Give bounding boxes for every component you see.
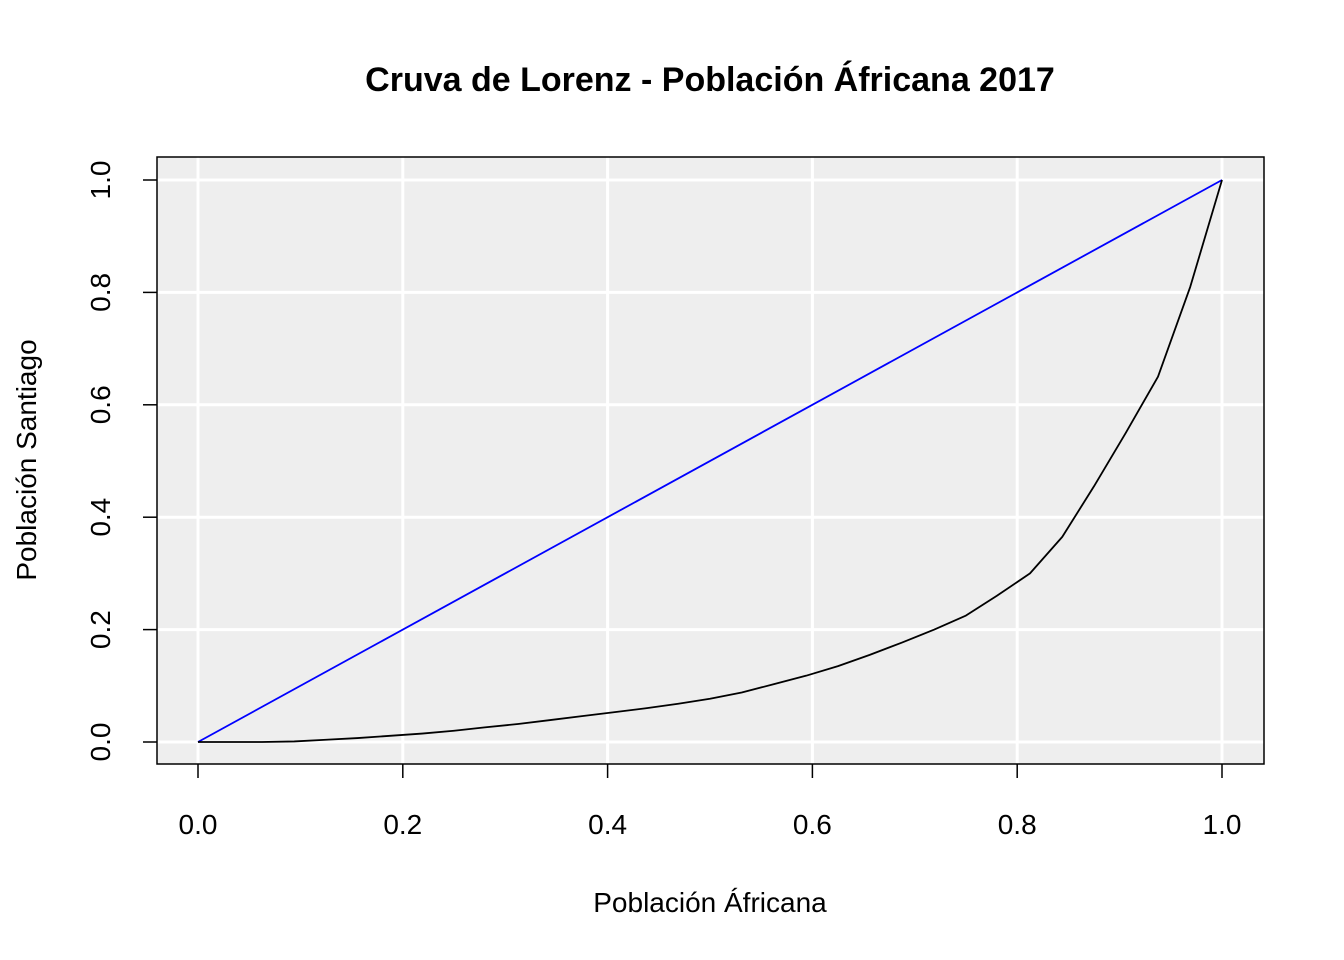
y-tick-label: 0.0: [85, 723, 116, 762]
x-axis-label: Población Áfricana: [593, 887, 827, 918]
y-axis-label: Población Santiago: [11, 339, 42, 580]
y-tick-label: 0.8: [85, 273, 116, 312]
x-tick-label: 0.6: [793, 809, 832, 840]
y-tick-label: 0.6: [85, 385, 116, 424]
y-axis: 0.0 0.2 0.4 0.6 0.8 1.0: [85, 161, 157, 762]
x-tick-label: 0.2: [383, 809, 422, 840]
y-tick-label: 0.2: [85, 610, 116, 649]
x-tick-label: 0.8: [998, 809, 1037, 840]
x-tick-label: 1.0: [1203, 809, 1242, 840]
plot-border: [156, 156, 1265, 765]
y-tick-label: 1.0: [85, 161, 116, 200]
series-layer: [197, 179, 1223, 743]
grid-lines: [157, 157, 1264, 764]
y-tick-label: 0.4: [85, 498, 116, 537]
x-tick-label: 0.4: [588, 809, 627, 840]
lorenz-curve: [198, 179, 1223, 743]
x-axis: 0.0 0.2 0.4 0.6 0.8 1.0: [179, 764, 1242, 840]
chart-title: Cruva de Lorenz - Población Áfricana 201…: [365, 61, 1055, 99]
x-tick-label: 0.0: [179, 809, 218, 840]
equality-line: [197, 179, 1223, 743]
